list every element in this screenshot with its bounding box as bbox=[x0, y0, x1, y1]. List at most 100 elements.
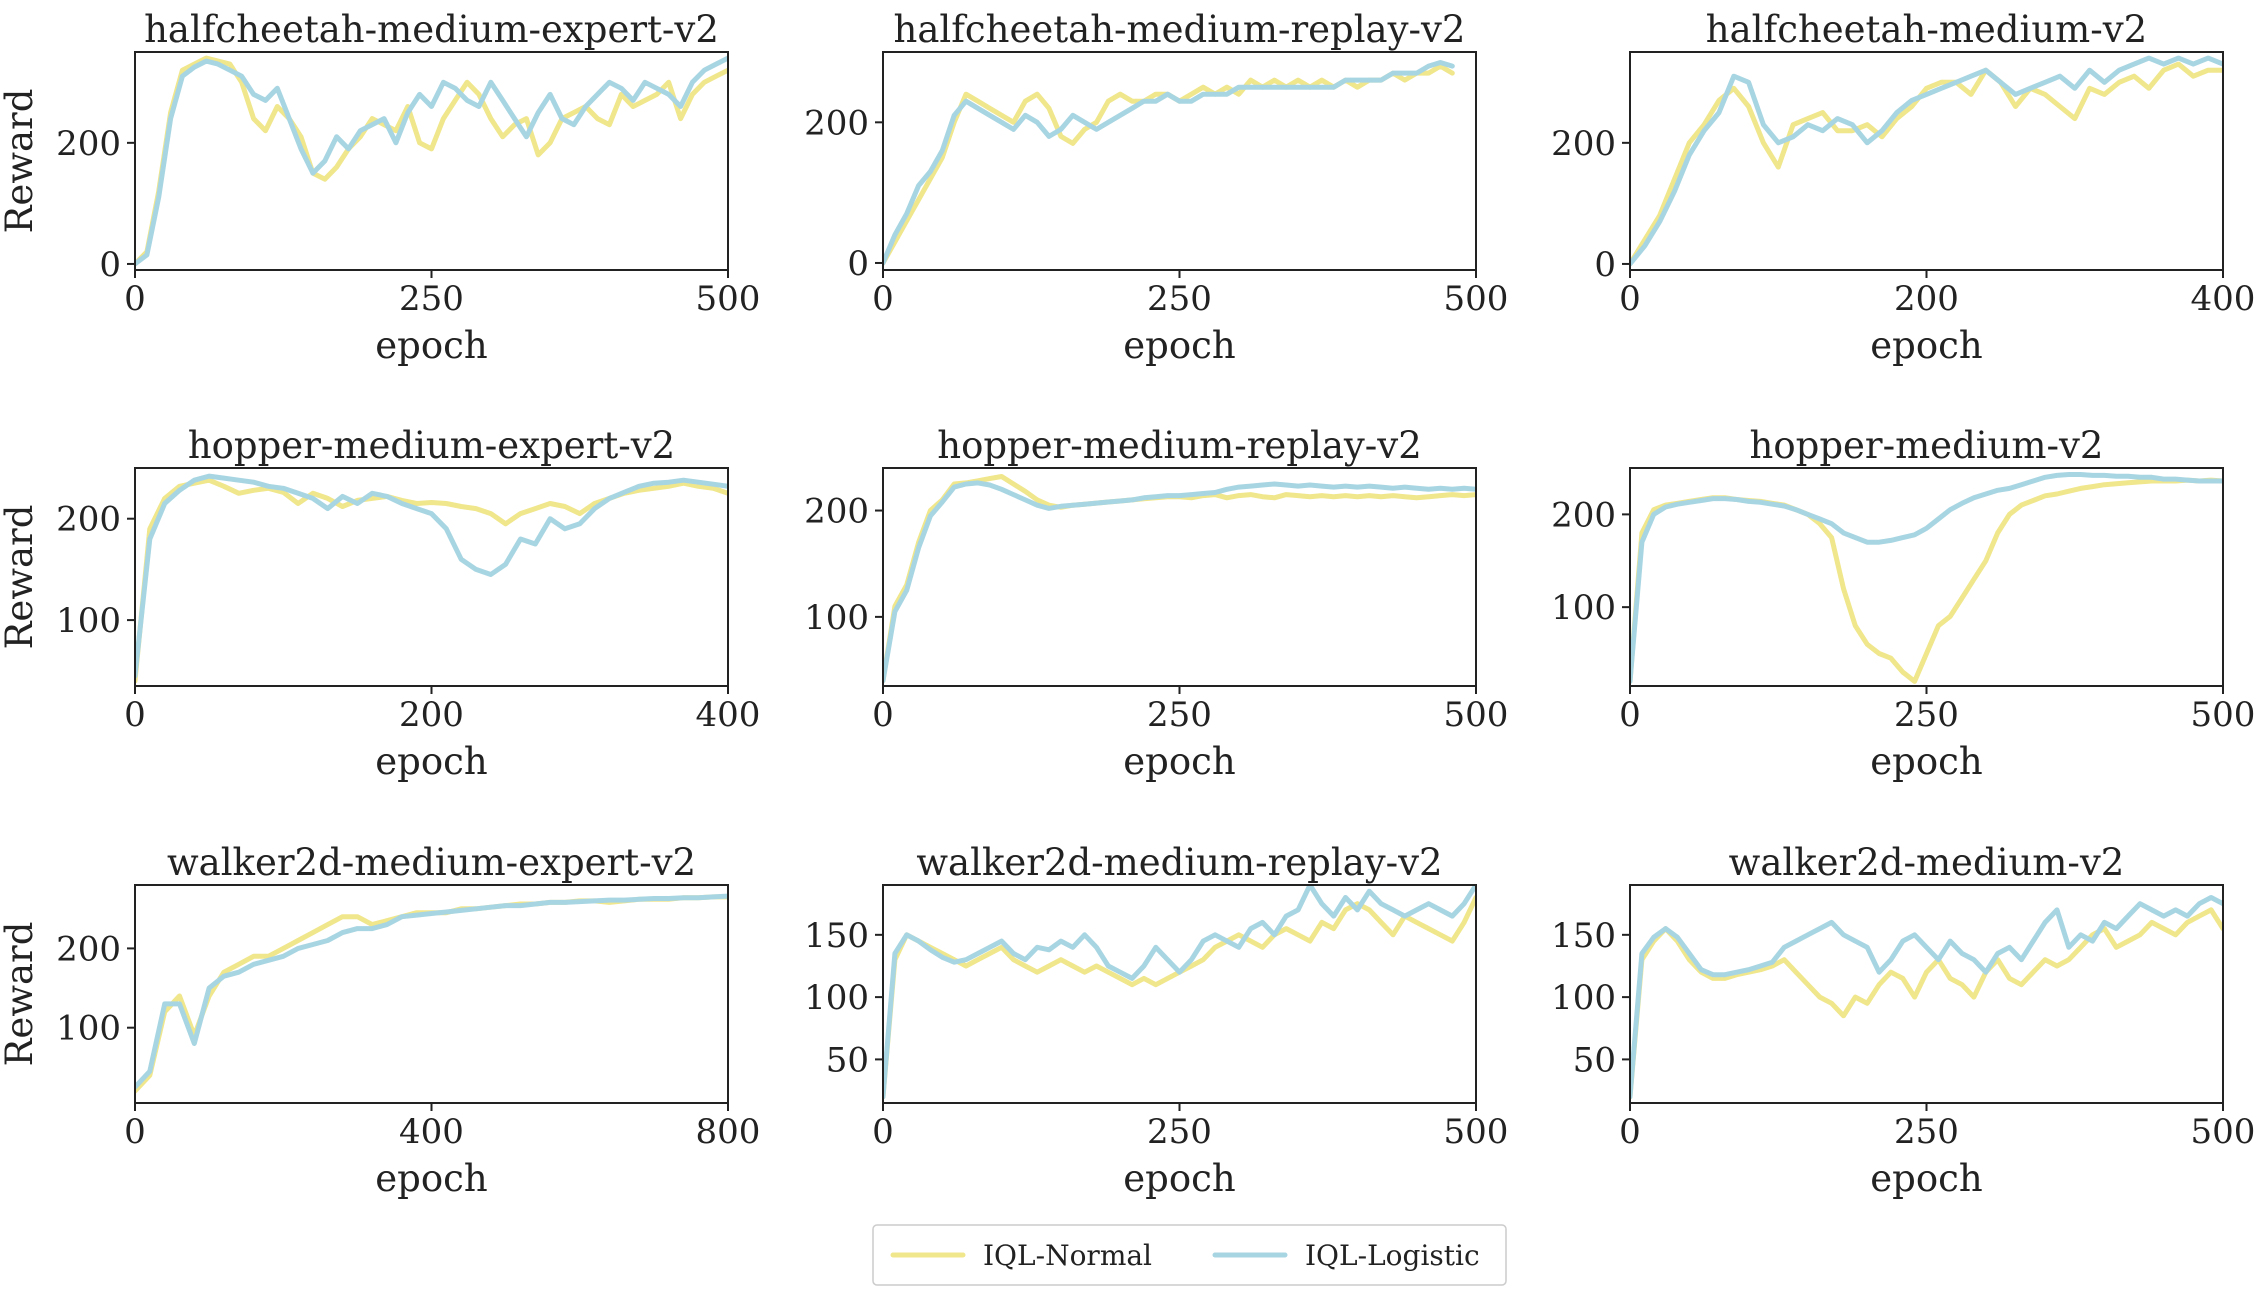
x-tick-label: 250 bbox=[1147, 695, 1212, 735]
y-tick-label: 100 bbox=[804, 598, 869, 638]
series-line-iql-logistic bbox=[135, 473, 728, 679]
plot-frame bbox=[134, 884, 729, 1104]
y-tick-label: 0 bbox=[99, 245, 121, 285]
y-tick-label: 50 bbox=[1573, 1040, 1616, 1080]
x-tick-label: 800 bbox=[696, 1112, 761, 1152]
x-tick-label: 0 bbox=[1619, 695, 1641, 735]
subplot-walker2d-medium-replay-v2: 0 250 500 50 100 150 walker2d-medium-replay-v2… bbox=[804, 841, 1508, 1200]
subplot-title: walker2d-medium-expert-v2 bbox=[167, 841, 696, 884]
x-tick-label: 0 bbox=[124, 279, 146, 319]
y-axis-label: Reward bbox=[0, 922, 41, 1067]
y-tick-label: 150 bbox=[1551, 916, 1616, 956]
y-tick-label: 0 bbox=[847, 244, 869, 284]
y-tick-label: 200 bbox=[1551, 124, 1616, 164]
subplot-walker2d-medium-v2: 0 250 500 50 100 150 walker2d-medium-v2 epoch bbox=[1551, 841, 2255, 1200]
y-tick-label: 50 bbox=[826, 1040, 869, 1080]
subplot-halfcheetah-medium-replay-v2: 0 250 500 0 200 halfcheetah-medium-replay-v2 e… bbox=[804, 8, 1508, 367]
series-line-iql-normal bbox=[883, 474, 1476, 684]
plot-frame bbox=[1629, 884, 2224, 1104]
plot-frame bbox=[1629, 51, 2224, 271]
subplot-title: halfcheetah-medium-v2 bbox=[1706, 8, 2147, 51]
y-tick-label: 200 bbox=[56, 124, 121, 164]
x-tick-label: 250 bbox=[1147, 279, 1212, 319]
series-line-iql-normal bbox=[883, 895, 1476, 1100]
x-axis-label: epoch bbox=[1870, 1157, 1982, 1200]
x-axis-label: epoch bbox=[1870, 324, 1982, 367]
y-tick-label: 150 bbox=[804, 916, 869, 956]
x-axis-label: epoch bbox=[1123, 740, 1235, 783]
legend: IQL-Normal IQL-Logistic bbox=[872, 1224, 1507, 1286]
series-line-iql-logistic bbox=[1630, 55, 2223, 267]
x-tick-label: 500 bbox=[696, 279, 761, 319]
x-tick-label: 250 bbox=[1147, 1112, 1212, 1152]
series-line-iql-normal bbox=[135, 894, 728, 1094]
subplot-title: hopper-medium-replay-v2 bbox=[937, 424, 1422, 467]
series-line-iql-logistic bbox=[1630, 895, 2223, 1100]
x-tick-label: 250 bbox=[1894, 695, 1959, 735]
y-tick-label: 200 bbox=[804, 103, 869, 143]
x-tick-label: 0 bbox=[124, 695, 146, 735]
plot-frame bbox=[134, 51, 729, 271]
subplot-hopper-medium-expert-v2: 0 200 400 100 200 hopper-medium-expert-v2 epoc… bbox=[0, 424, 760, 783]
x-tick-label: 500 bbox=[1444, 279, 1509, 319]
y-tick-label: 200 bbox=[56, 929, 121, 969]
y-tick-label: 0 bbox=[1594, 245, 1616, 285]
x-tick-label: 500 bbox=[2191, 695, 2256, 735]
y-tick-label: 200 bbox=[1551, 495, 1616, 535]
y-tick-label: 100 bbox=[1551, 588, 1616, 628]
x-tick-label: 200 bbox=[399, 695, 464, 735]
legend-label-iql-normal: IQL-Normal bbox=[983, 1239, 1152, 1272]
plot-frame bbox=[882, 51, 1477, 271]
series-line-iql-logistic bbox=[135, 55, 728, 267]
x-tick-label: 400 bbox=[696, 695, 761, 735]
x-tick-label: 0 bbox=[1619, 1112, 1641, 1152]
subplot-grid: 0 250 5000200halfcheetah-medium-expert-v2e… bbox=[0, 8, 2255, 1200]
plot-frame bbox=[882, 467, 1477, 687]
series-line-iql-normal bbox=[135, 477, 728, 684]
y-axis-label: Reward bbox=[0, 505, 41, 650]
x-tick-label: 0 bbox=[872, 695, 894, 735]
series-line-iql-normal bbox=[1630, 477, 2223, 684]
x-axis-label: epoch bbox=[1123, 324, 1235, 367]
legend-label-iql-logistic: IQL-Logistic bbox=[1305, 1239, 1480, 1272]
x-tick-label: 250 bbox=[1894, 1112, 1959, 1152]
x-tick-label: 200 bbox=[1894, 279, 1959, 319]
subplot-title: hopper-medium-v2 bbox=[1750, 424, 2104, 467]
subplot-hopper-medium-v2: 0 250 500 100 200 hopper-medium-v2 epoch bbox=[1551, 424, 2255, 783]
x-axis-label: epoch bbox=[375, 740, 487, 783]
y-axis-label: Reward bbox=[0, 89, 41, 234]
series-line-iql-logistic bbox=[883, 480, 1476, 684]
x-tick-label: 500 bbox=[1444, 695, 1509, 735]
series-line-iql-logistic bbox=[1630, 472, 2223, 684]
y-tick-label: 100 bbox=[804, 978, 869, 1018]
series-line-iql-logistic bbox=[883, 885, 1476, 1100]
series-line-iql-normal bbox=[1630, 907, 2223, 1100]
y-tick-label: 100 bbox=[56, 1009, 121, 1049]
subplot-title: walker2d-medium-replay-v2 bbox=[916, 841, 1442, 884]
plot-frame bbox=[882, 884, 1477, 1104]
x-tick-label: 0 bbox=[872, 279, 894, 319]
x-axis-label: epoch bbox=[375, 324, 487, 367]
x-tick-label: 0 bbox=[1619, 279, 1641, 319]
subplot-halfcheetah-medium-v2: 0 200 400 0 200 halfcheetah-medium-v2 epoch bbox=[1551, 8, 2255, 367]
subplot-title: halfcheetah-medium-replay-v2 bbox=[894, 8, 1466, 51]
y-tick-label: 100 bbox=[1551, 978, 1616, 1018]
series-line-iql-logistic bbox=[883, 60, 1455, 266]
subplot-title: halfcheetah-medium-expert-v2 bbox=[144, 8, 719, 51]
x-tick-label: 0 bbox=[872, 1112, 894, 1152]
x-axis-label: epoch bbox=[1870, 740, 1982, 783]
subplot-title: walker2d-medium-v2 bbox=[1729, 841, 2125, 884]
subplot-halfcheetah-medium-expert-v2: 0 250 500 0 200 halfcheetah-medium-expert-v2 e… bbox=[0, 8, 760, 367]
y-tick-label: 200 bbox=[56, 500, 121, 540]
x-axis-label: epoch bbox=[1123, 1157, 1235, 1200]
subplot-walker2d-medium-expert-v2: 0 400 800 100 200 walker2d-medium-expert-v2 ep… bbox=[0, 841, 760, 1200]
x-tick-label: 500 bbox=[2191, 1112, 2256, 1152]
subplot-title: hopper-medium-expert-v2 bbox=[188, 424, 675, 467]
x-axis-label: epoch bbox=[375, 1157, 487, 1200]
x-tick-label: 500 bbox=[1444, 1112, 1509, 1152]
y-tick-label: 100 bbox=[56, 601, 121, 641]
legend-box bbox=[872, 1224, 1507, 1286]
x-tick-label: 250 bbox=[399, 279, 464, 319]
subplot-hopper-medium-replay-v2: 0 250 500 100 200 hopper-medium-replay-v2 epoc… bbox=[804, 424, 1508, 783]
